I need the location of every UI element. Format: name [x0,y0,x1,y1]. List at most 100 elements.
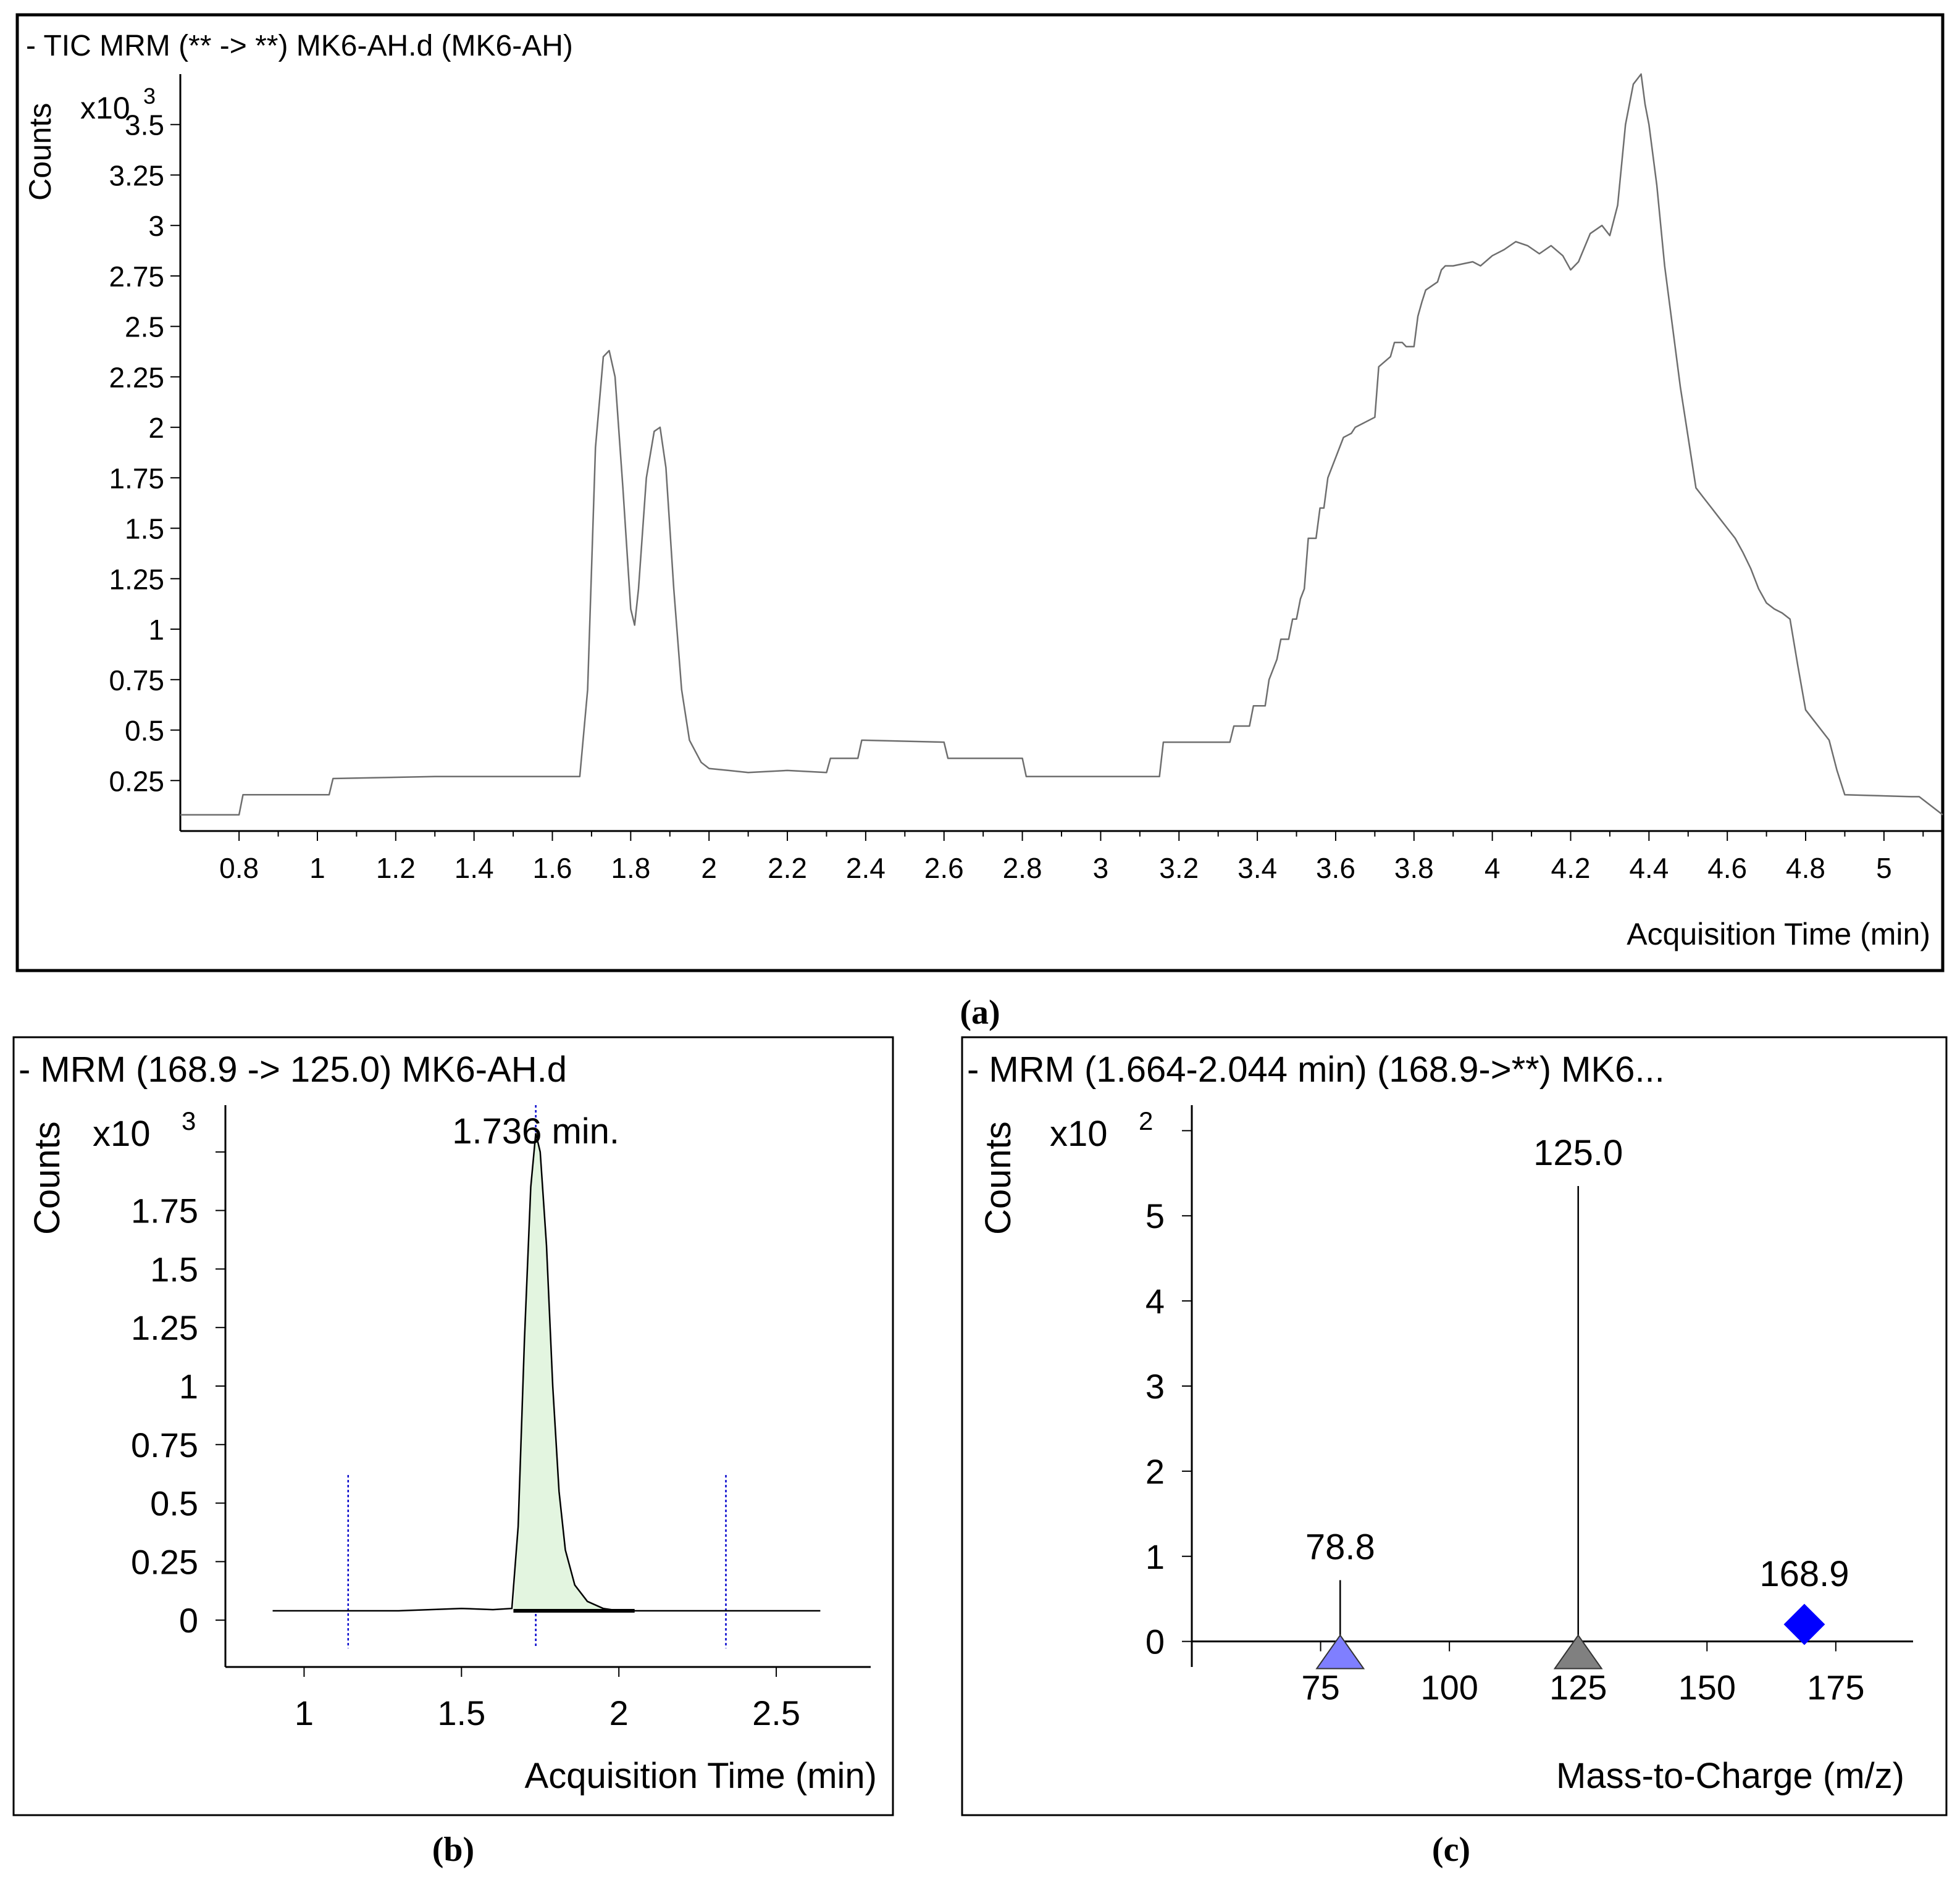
panel-c-label: (c) [1432,1831,1470,1869]
panel-b-y-multiplier: x10 [93,1114,151,1154]
panel-c-ylabel: Counts [978,1121,1018,1235]
panel-b-x-axis: 1 1.5 2 2.5 [225,1666,871,1732]
y-tick-label: 1 [148,614,164,646]
y-tick-label: 2 [1145,1452,1165,1491]
y-tick-label: 3.25 [109,159,164,191]
y-tick-label: 2.5 [125,311,164,343]
x-tick-label: 4.8 [1786,852,1825,884]
precursor-triangle-marker [1553,1634,1603,1669]
peak-mz-label: 78.8 [1305,1527,1375,1567]
panel-b-frame [12,1036,894,1816]
panel-b-ylabel: Counts [27,1121,67,1235]
panel-b-y-exponent: 3 [182,1106,196,1135]
y-tick-label: 2.75 [109,261,164,293]
y-tick-label: 0.5 [125,715,164,747]
y-tick-label: 2.25 [109,361,164,393]
x-tick-label: 3.8 [1394,852,1434,884]
x-tick-label: 3.4 [1238,852,1277,884]
x-tick-label: 4.2 [1551,852,1591,884]
y-tick-label: 0 [179,1601,198,1640]
tic-trace-line [180,73,1943,816]
panel-a-y-exponent: 3 [143,83,156,109]
y-tick-label: 5 [1145,1197,1165,1235]
x-tick-label: 75 [1301,1668,1339,1707]
y-tick-label: 1.25 [109,563,164,595]
panel-a-frame [15,13,1945,972]
x-tick-label: 4.4 [1629,852,1669,884]
x-tick-label: 2.6 [924,852,964,884]
panel-c-y-multiplier: x10 [1050,1114,1108,1154]
x-tick-label: 2.8 [1003,852,1042,884]
panel-c-frame [961,1036,1948,1816]
y-tick-label: 1.5 [150,1250,198,1289]
panel-a-xlabel: Acquisition Time (min) [1627,917,1930,951]
panel-b-title: - MRM (168.9 -> 125.0) MK6-AH.d [19,1050,567,1090]
y-tick-label: 0.25 [131,1542,198,1581]
y-tick-label: 1 [179,1367,198,1406]
panel-c-plot-area: 78.8 125.0 168.9 [1305,1133,1849,1669]
x-tick-label: 125 [1549,1668,1607,1707]
x-tick-label: 100 [1420,1668,1478,1707]
y-tick-label: 0 [1145,1623,1165,1661]
panel-b-label: (b) [432,1831,474,1869]
y-tick-label: 1.75 [131,1192,198,1230]
x-tick-label: 4.6 [1707,852,1747,884]
x-tick-label: 5 [1876,852,1892,884]
y-tick-label: 0.75 [131,1426,198,1464]
peak-mz-label: 168.9 [1759,1554,1849,1594]
y-tick-label: 1.75 [109,462,164,495]
x-tick-label: 0.8 [219,852,259,884]
precursor-diamond-marker [1783,1603,1825,1645]
y-tick-label: 1.5 [125,513,164,545]
panel-a-chart: - TIC MRM (** -> **) MK6-AH.d (MK6-AH) C… [15,13,1945,972]
x-tick-label: 1.4 [454,852,494,884]
x-tick-label: 1.6 [533,852,572,884]
panel-b-peak-label: 1.736 min. [452,1111,619,1151]
y-tick-label: 1 [1145,1537,1165,1576]
panel-b-plot-area [272,1105,821,1648]
x-tick-label: 2.2 [768,852,807,884]
panel-c-xlabel: Mass-to-Charge (m/z) [1556,1756,1904,1796]
panel-c-y-axis: 0 1 2 3 4 5 [1145,1105,1193,1667]
y-tick-label: 0.25 [109,765,164,797]
x-tick-label: 1.2 [376,852,416,884]
x-tick-label: 2.5 [752,1694,800,1732]
panel-a-y-multiplier: x10 [80,91,130,125]
y-tick-label: 2 [148,412,164,444]
y-tick-label: 4 [1145,1282,1165,1321]
panel-b-xlabel: Acquisition Time (min) [525,1756,877,1796]
y-tick-label: 3 [148,210,164,242]
x-tick-label: 2.4 [846,852,886,884]
y-tick-label: 0.5 [150,1484,198,1523]
y-tick-label: 0.75 [109,664,164,696]
x-tick-label: 2 [701,852,717,884]
panel-c-x-axis: 75 100 125 150 175 [1192,1640,1913,1707]
y-tick-label: 1.25 [131,1308,198,1347]
x-tick-label: 3.2 [1159,852,1199,884]
panel-b-chart: - MRM (168.9 -> 125.0) MK6-AH.d Counts x… [12,1036,894,1816]
x-tick-label: 1.8 [611,852,650,884]
panel-c-title: - MRM (1.664-2.044 min) (168.9->**) MK6.… [967,1050,1665,1090]
panel-a-title: - TIC MRM (** -> **) MK6-AH.d (MK6-AH) [26,30,573,62]
panel-a-y-axis: 0.25 0.5 0.75 1 1.25 1.5 1.75 2 2.25 2.5 2.75 3 3.25… [109,74,182,831]
panel-b-y-axis: 0 0.25 0.5 0.75 1 1.25 1.5 1.75 [131,1105,227,1667]
panel-c-chart: - MRM (1.664-2.044 min) (168.9->**) MK6.… [961,1036,1948,1816]
peak-mz-label: 125.0 [1533,1133,1623,1173]
x-tick-label: 1.5 [437,1694,485,1732]
x-tick-label: 4 [1485,852,1501,884]
panel-a-x-axis: 0.8 1 1.2 1.4 1.6 1.8 2 2.2 2.4 2.6 2.8 3 3.2 3.4 3.6 3… [180,830,1943,884]
y-tick-label: 3.5 [125,109,164,141]
panel-a-plot-area [180,73,1943,816]
precursor-triangle-marker [1315,1634,1365,1669]
x-tick-label: 150 [1678,1668,1736,1707]
panel-a-label: (a) [960,993,1000,1032]
y-tick-label: 3 [1145,1367,1165,1406]
panel-c-y-exponent: 2 [1139,1106,1153,1135]
x-tick-label: 3.6 [1316,852,1355,884]
x-tick-label: 1 [309,852,325,884]
x-tick-label: 2 [609,1694,629,1732]
x-tick-label: 175 [1807,1668,1864,1707]
x-tick-label: 1 [295,1694,314,1732]
peak-area-fill [513,1133,635,1611]
